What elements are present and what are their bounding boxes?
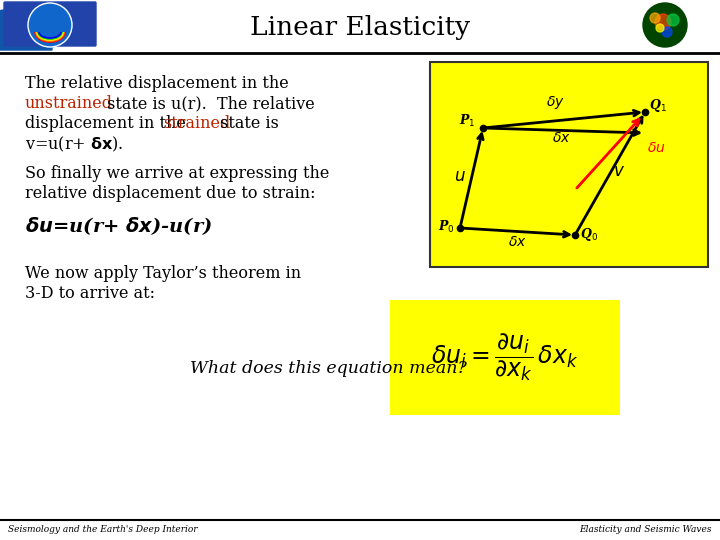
Polygon shape — [0, 10, 52, 50]
Bar — [0, 0, 105, 52]
FancyBboxPatch shape — [4, 2, 96, 46]
Circle shape — [643, 3, 687, 47]
Text: relative displacement due to strain:: relative displacement due to strain: — [25, 185, 315, 202]
Text: Seismology and the Earth's Deep Interior: Seismology and the Earth's Deep Interior — [8, 525, 197, 535]
Text: $\delta y$: $\delta y$ — [546, 94, 565, 111]
Text: strained: strained — [163, 115, 230, 132]
Text: P$_1$: P$_1$ — [459, 113, 475, 129]
Circle shape — [28, 3, 72, 47]
Text: Linear Elasticity: Linear Elasticity — [250, 15, 470, 39]
Text: unstrained: unstrained — [25, 95, 113, 112]
Circle shape — [656, 24, 664, 32]
Text: Q$_0$: Q$_0$ — [580, 226, 598, 243]
Circle shape — [650, 13, 660, 23]
Text: $\bfit{\delta u}$=u(r+ $\bfit{\delta x}$)-u(r): $\bfit{\delta u}$=u(r+ $\bfit{\delta x}$… — [25, 215, 212, 237]
Text: So finally we arrive at expressing the: So finally we arrive at expressing the — [25, 165, 329, 182]
Text: 3-D to arrive at:: 3-D to arrive at: — [25, 285, 155, 302]
Text: $\delta u_i = \dfrac{\partial u_i}{\partial x_k}\,\delta x_k$: $\delta u_i = \dfrac{\partial u_i}{\part… — [431, 332, 579, 383]
Text: We now apply Taylor’s theorem in: We now apply Taylor’s theorem in — [25, 265, 301, 282]
Text: Q$_1$: Q$_1$ — [649, 97, 667, 114]
Text: Elasticity and Seismic Waves: Elasticity and Seismic Waves — [580, 525, 712, 535]
Text: $u$: $u$ — [454, 168, 465, 185]
Circle shape — [667, 14, 679, 26]
Text: $v$: $v$ — [613, 164, 625, 180]
Text: What does this equation mean?: What does this equation mean? — [190, 360, 467, 377]
Text: displacement in the: displacement in the — [25, 115, 191, 132]
Text: state is u(r).  The relative: state is u(r). The relative — [102, 95, 315, 112]
Text: $\delta x$: $\delta x$ — [508, 234, 526, 248]
Text: P$_0$: P$_0$ — [438, 219, 455, 235]
Circle shape — [655, 14, 671, 30]
Bar — [0, 53, 720, 520]
Text: $\delta x$: $\delta x$ — [552, 132, 571, 145]
Text: v=u(r+ $\bf\delta x$).: v=u(r+ $\bf\delta x$). — [25, 135, 123, 154]
Text: state is: state is — [215, 115, 279, 132]
Bar — [390, 300, 620, 415]
Circle shape — [662, 27, 672, 37]
Text: The relative displacement in the: The relative displacement in the — [25, 75, 289, 92]
Bar — [430, 62, 708, 267]
Text: $\delta u$: $\delta u$ — [647, 141, 666, 156]
